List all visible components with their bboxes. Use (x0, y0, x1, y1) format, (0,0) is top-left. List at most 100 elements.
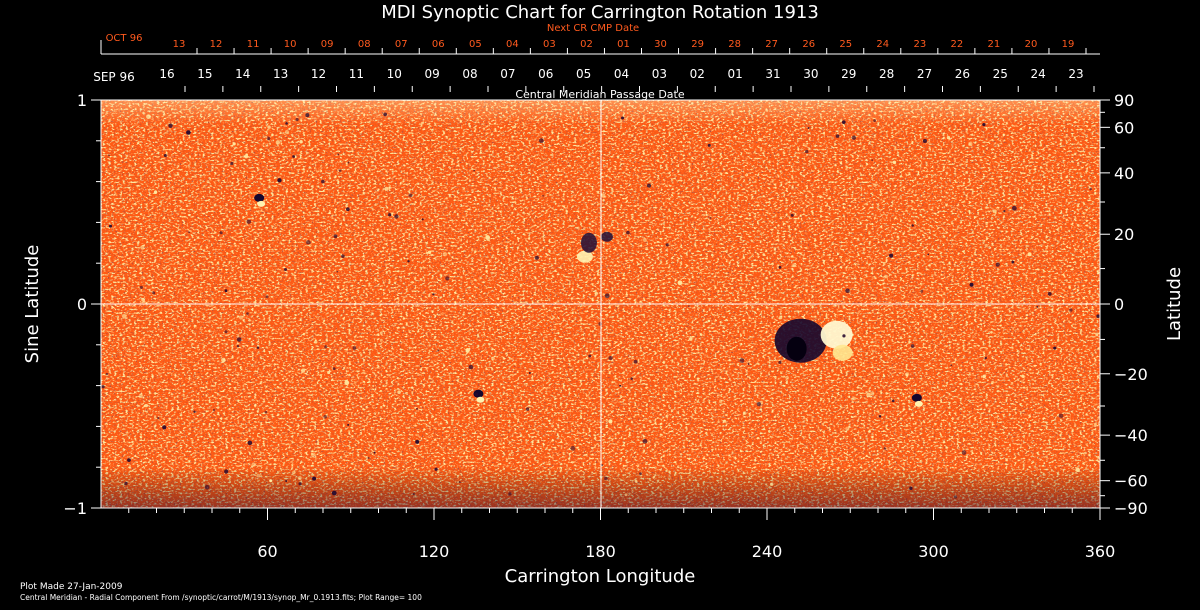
cmp-date-label: 07 (500, 67, 515, 81)
negative-fleck (619, 384, 622, 387)
negative-fleck (878, 415, 882, 418)
negative-fleck (333, 234, 338, 239)
positive-fleck (1094, 422, 1097, 426)
negative-fleck (528, 372, 531, 375)
negative-fleck (283, 268, 287, 272)
negative-fleck (542, 194, 545, 197)
positive-fleck (541, 115, 544, 119)
negative-fleck (168, 123, 173, 128)
positive-fleck (344, 380, 350, 386)
negative-fleck (1096, 314, 1100, 318)
x-axis: 60 120 180 240 300 360 (128, 508, 1115, 561)
negative-fleck (984, 356, 987, 360)
negative-fleck (347, 423, 350, 426)
cmp-date-label: 04 (614, 67, 629, 81)
positive-fleck (379, 331, 383, 335)
negative-fleck (437, 349, 440, 352)
positive-fleck (785, 376, 790, 380)
positive-fleck (665, 414, 669, 418)
negative-fleck (920, 289, 924, 293)
positive-fleck (1068, 399, 1070, 401)
footer-description: Central Meridian - Radial Component From… (20, 593, 422, 602)
positive-fleck (256, 473, 261, 478)
positive-fleck (153, 190, 158, 194)
positive-fleck (743, 120, 746, 124)
cmp-date-label: 28 (879, 67, 894, 81)
negative-fleck (407, 260, 410, 263)
y-right-tick-label: 60 (1114, 118, 1134, 137)
negative-fleck (778, 265, 782, 269)
negative-fleck (331, 490, 337, 496)
negative-fleck (324, 345, 328, 349)
negative-fleck (891, 399, 895, 403)
positive-fleck (177, 375, 179, 378)
x-tick-label: 180 (585, 542, 616, 561)
y-right-tick-label: 20 (1114, 225, 1134, 244)
negative-fleck (265, 295, 269, 299)
positive-fleck (156, 252, 159, 255)
negative-fleck (347, 161, 350, 164)
next-cr-date-label: 19 (1062, 39, 1075, 50)
cmp-date-label: 26 (955, 67, 970, 81)
negative-fleck (105, 372, 109, 376)
y-right-tick-label: 40 (1114, 164, 1134, 183)
next-cr-date-label: 05 (469, 39, 482, 50)
y-axis-right-label: Latitude (1164, 267, 1185, 341)
next-cr-date-label: 02 (580, 39, 593, 50)
negative-fleck (127, 458, 131, 463)
negative-fleck (394, 214, 399, 219)
negative-fleck (1011, 205, 1017, 211)
positive-fleck (608, 419, 613, 424)
positive-fleck (275, 140, 281, 145)
negative-fleck (1011, 260, 1015, 264)
negative-fleck (236, 344, 240, 348)
negative-fleck (188, 231, 191, 234)
next-cr-date-label: 13 (173, 39, 186, 50)
negative-fleck (186, 130, 191, 135)
negative-fleck (1003, 210, 1006, 213)
negative-fleck (883, 447, 886, 450)
positive-fleck (302, 377, 304, 379)
positive-fleck (442, 252, 448, 257)
positive-fleck (299, 140, 303, 144)
negative-fleck (647, 183, 652, 188)
cmp-date-label: 27 (917, 67, 932, 81)
positive-fleck (818, 195, 822, 199)
negative-fleck (630, 377, 633, 380)
top-axis-title: Central Meridian Passage Date (515, 88, 684, 101)
positive-fleck (301, 368, 306, 373)
positive-spot (257, 200, 266, 207)
negative-fleck (267, 137, 271, 141)
positive-fleck (984, 244, 988, 248)
negative-fleck (889, 253, 894, 258)
negative-fleck (927, 253, 929, 256)
negative-fleck (264, 410, 268, 414)
positive-fleck (758, 137, 762, 141)
negative-fleck (224, 330, 228, 334)
negative-fleck (247, 440, 253, 446)
negative-fleck (633, 359, 638, 364)
next-cr-label: Next CR CMP Date (547, 23, 639, 34)
positive-fleck (769, 482, 774, 487)
cmp-date-label: 11 (349, 67, 364, 81)
positive-fleck (688, 337, 693, 341)
negative-polarity-patch (580, 232, 597, 253)
y-right-tick-label: −20 (1114, 365, 1148, 384)
cmp-date-label: 30 (803, 67, 818, 81)
positive-fleck (601, 193, 606, 198)
negative-fleck (790, 213, 794, 217)
positive-fleck (211, 427, 214, 430)
negative-fleck (383, 112, 388, 117)
negative-fleck (323, 414, 328, 419)
positive-fleck (465, 348, 470, 353)
x-tick-label: 300 (918, 542, 949, 561)
negative-fleck (525, 407, 530, 411)
negative-polarity-patch (600, 231, 613, 242)
negative-fleck (570, 445, 576, 451)
negative-fleck (373, 451, 376, 454)
positive-fleck (244, 154, 249, 159)
negative-fleck (162, 425, 167, 430)
positive-polarity-patch (832, 344, 853, 361)
next-cr-date-label: 07 (395, 39, 408, 50)
negative-fleck (608, 355, 613, 361)
